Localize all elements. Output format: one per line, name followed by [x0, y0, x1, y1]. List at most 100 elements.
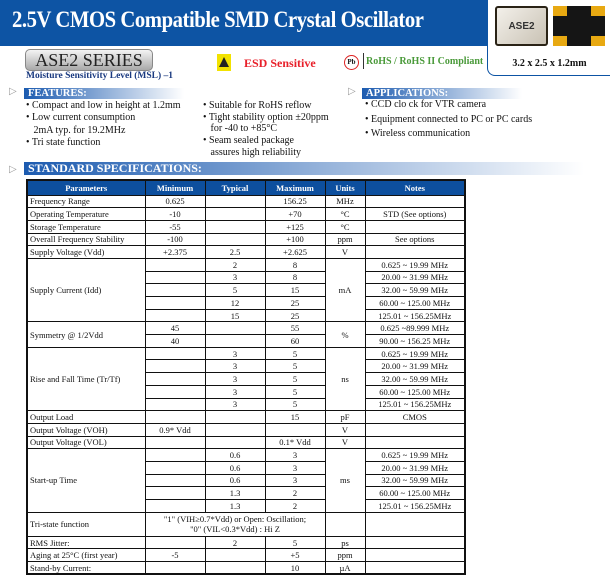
min-cell	[144, 270, 206, 285]
param-cell: Start-up Time	[26, 448, 146, 513]
max-cell: 156.25	[264, 194, 326, 209]
min-cell	[144, 486, 206, 500]
max-cell: 5	[264, 372, 326, 386]
table-row: 3 5 125.01 ~ 156.25MHz	[27, 397, 466, 412]
notes-cell: 125.01 ~ 156.25MHz	[364, 308, 466, 323]
max-cell: 60	[264, 334, 326, 348]
min-cell	[144, 561, 206, 575]
table-row: Supply Voltage (Vdd) +2.375 2.5 +2.625 V	[26, 245, 466, 259]
min-cell	[144, 535, 206, 550]
max-cell: 8	[264, 257, 326, 272]
tristate-cell: "1" (VIH≥0.7*Vdd) or Open: Oscillation; …	[144, 511, 326, 537]
column-header: Typical	[204, 179, 266, 196]
notes-cell: 90.00 ~ 156.25 MHz	[364, 334, 466, 348]
min-cell	[144, 257, 206, 272]
min-cell: 40	[144, 334, 206, 348]
notes-cell	[364, 219, 466, 234]
unit-cell: ms	[324, 448, 366, 513]
max-cell: 3	[264, 473, 326, 488]
max-cell: 25	[264, 308, 326, 323]
param-cell: Symmetry @ 1/2Vdd	[26, 321, 146, 348]
min-cell	[144, 359, 206, 374]
min-cell	[144, 435, 206, 450]
arrow-icon: ▷	[348, 86, 356, 97]
typ-cell	[204, 232, 266, 247]
list-item: • CCD clo ck for VTR camera	[365, 99, 487, 110]
typ-cell	[204, 422, 266, 437]
table-row: 0.6 3 20.00 ~ 31.99 MHz	[27, 460, 466, 475]
typ-cell: 0.6	[204, 448, 266, 462]
max-cell: 10	[264, 561, 326, 575]
unit-cell: µA	[324, 561, 366, 575]
list-item: 2mA typ. for 19.2MHz	[26, 124, 126, 136]
typ-cell: 5	[204, 283, 266, 297]
min-cell	[144, 308, 206, 323]
param-cell: Stand-by Current:	[26, 561, 146, 575]
unit-cell: pF	[324, 410, 366, 424]
list-item: • Seam sealed package	[203, 135, 294, 147]
table-row: Operating Temperature -10 +70 °C STD (See op…	[26, 207, 466, 221]
min-cell	[144, 499, 206, 513]
list-item: • Tri state function	[26, 136, 101, 148]
typ-cell	[204, 410, 266, 424]
typ-cell	[204, 321, 266, 336]
min-cell: 0.9* Vdd	[144, 422, 206, 437]
min-cell	[144, 296, 206, 310]
arrow-icon: ▷	[9, 86, 17, 97]
list-item: • Tight stability option ±20ppm	[203, 111, 329, 123]
typ-cell	[204, 548, 266, 563]
unit-cell: °C	[324, 207, 366, 221]
unit-cell: V	[324, 422, 366, 437]
typ-cell	[204, 334, 266, 348]
column-header: Maximum	[264, 179, 326, 196]
divider	[363, 53, 364, 69]
notes-cell: STD (See options)	[364, 207, 466, 221]
notes-cell: 60.00 ~ 125.00 MHz	[364, 486, 466, 500]
min-cell: 0.625	[144, 194, 206, 209]
typ-cell	[204, 561, 266, 575]
max-cell: +5	[264, 548, 326, 563]
notes-cell: 60.00 ~ 125.00 MHz	[364, 296, 466, 310]
typ-cell: 1.3	[204, 486, 266, 500]
unit-cell	[324, 511, 366, 537]
unit-cell: V	[324, 435, 366, 450]
typ-cell	[204, 435, 266, 450]
notes-cell	[364, 548, 466, 563]
product-image-box: ASE2 3.2 x 2.5 x 1.2mm	[487, 0, 610, 76]
unit-cell: mA	[324, 257, 366, 323]
list-item: for -40 to +85°C	[203, 123, 278, 135]
esd-label: ESD Sensitive	[244, 56, 316, 70]
min-cell: -55	[144, 219, 206, 234]
table-row: Supply Current (Idd) 2 8 mA 0.625 ~ 19.99 MH…	[26, 257, 466, 323]
list-item: • Equipment connected to PC or PC cards	[365, 113, 533, 125]
table-row: RMS Jitter: 2 5 ps	[26, 535, 466, 550]
spec-table: Parameters Minimum Typical Maximum Units Note…	[26, 179, 466, 576]
min-cell: -100	[144, 232, 206, 247]
table-row: Storage Temperature -55 +125 °C	[26, 219, 466, 234]
notes-cell: CMOS	[364, 410, 466, 424]
applications-heading: APPLICATIONS:	[362, 88, 522, 99]
table-row: Aging at 25°C (first year) -5 +5 ppm	[26, 548, 466, 563]
series-badge: ASE2 SERIES	[25, 49, 153, 71]
unit-cell: %	[324, 321, 366, 348]
typ-cell: 0.6	[204, 473, 266, 488]
typ-cell: 2	[204, 257, 266, 272]
max-cell: +2.625	[264, 245, 326, 259]
min-cell	[144, 372, 206, 386]
min-cell: -10	[144, 207, 206, 221]
typ-cell: 3	[204, 359, 266, 374]
table-row: Rise and Fall Time (Tr/Tf) 3 5 ns 0.625 ~ 19…	[26, 346, 466, 412]
table-row: Symmetry @ 1/2Vdd 45 55% 0.625 ~89.999 MHz	[26, 321, 466, 348]
param-cell: Supply Voltage (Vdd)	[26, 245, 146, 259]
table-row: Output Voltage (VOH) 0.9* Vdd V	[26, 422, 466, 437]
param-cell: Rise and Fall Time (Tr/Tf)	[26, 346, 146, 412]
notes-cell: 0.625 ~89.999 MHz	[364, 321, 466, 336]
page-title: 2.5V CMOS Compatible SMD Crystal Oscilla…	[12, 7, 424, 32]
unit-cell: MHz	[324, 194, 366, 209]
column-header: Units	[324, 179, 366, 196]
notes-cell: 125.01 ~ 156.25MHz	[364, 397, 466, 412]
list-item: • Compact and low in height at 1.2mm	[26, 100, 181, 111]
max-cell: +100	[264, 232, 326, 247]
notes-cell: See options	[364, 232, 466, 247]
table-row: Tri-state function "1" (VIH≥0.7*Vdd) or O…	[26, 511, 466, 537]
